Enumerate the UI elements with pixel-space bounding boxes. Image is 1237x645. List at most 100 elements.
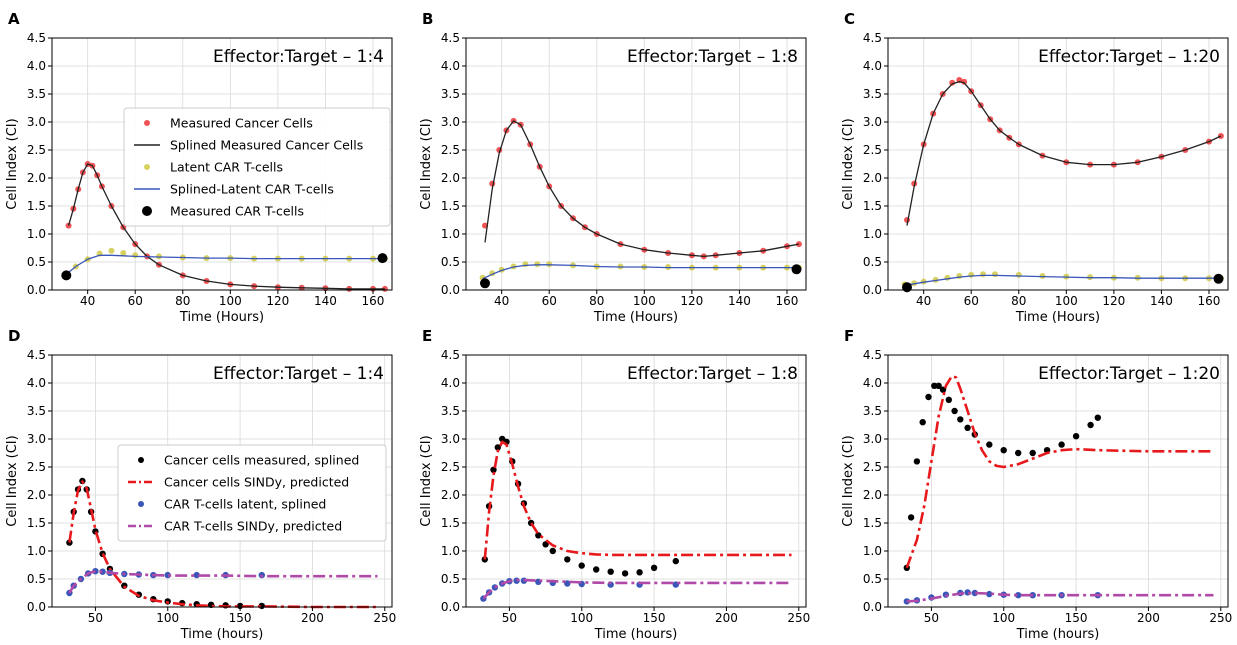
y-tick-label: 3.5: [863, 404, 882, 418]
y-tick-label: 3.5: [863, 87, 882, 101]
x-tick-label: 250: [373, 611, 396, 625]
x-tick-label: 200: [301, 611, 324, 625]
x-tick-label: 60: [964, 294, 979, 308]
y-tick-label: 3.5: [441, 87, 460, 101]
panel-e: E 50 100 150 200 250 0.0 0.5 1.0 1.5 2.0 2.5 3.0 3.5 4…: [419, 327, 810, 642]
legend-marker-handle: [138, 501, 144, 507]
data-point: [992, 271, 998, 278]
x-axis-label: Time (Hours): [593, 310, 678, 325]
y-axis-label: Cell Index (CI): [841, 118, 856, 209]
legend-entry: CAR T-cells SINDy, predicted: [164, 519, 342, 534]
x-tick-label: 100: [633, 294, 656, 308]
y-tick-label: 4.0: [863, 59, 882, 73]
data-point: [621, 570, 629, 577]
data-point: [1213, 273, 1224, 284]
data-point: [961, 78, 968, 85]
y-tick-label: 0.5: [27, 255, 46, 269]
y-tick-label: 4.0: [441, 59, 460, 73]
x-tick-label: 200: [715, 611, 738, 625]
x-tick-label: 100: [570, 611, 593, 625]
data-point: [650, 564, 658, 571]
x-tick-label: 80: [589, 294, 604, 308]
series-cancer-cells-sindy-predicted: [68, 480, 378, 609]
panel-c: C 40 60 80 100 120 140 160 0.0 0.5 1.0 1.5 2.0 2.5 3.0…: [841, 10, 1229, 325]
series-measured-car-t-cells: [480, 264, 802, 289]
data-point: [980, 271, 987, 278]
y-tick-label: 2.0: [441, 488, 460, 502]
series-latent-car-t-cells: [901, 271, 1224, 288]
series-measured-cancer-cells: [482, 117, 802, 260]
x-tick-label: 100: [992, 611, 1015, 625]
y-tick-label: 4.5: [27, 31, 46, 45]
y-axis-label: Cell Index (CI): [5, 118, 20, 209]
data-point: [957, 416, 964, 423]
series-line: [906, 591, 1214, 603]
x-tick-label: 200: [1137, 611, 1160, 625]
y-tick-label: 1.0: [863, 227, 882, 241]
y-tick-label: 0.5: [27, 572, 46, 586]
panel-f: F 50 100 150 200 250 0.0 0.5 1.0 1.5 2.0 2.5 3.0 3.5 4…: [841, 327, 1232, 642]
legend-entry: Splined Measured Cancer Cells: [170, 138, 363, 153]
legend-entry: Cancer cells SINDy, predicted: [164, 475, 349, 490]
y-tick-label: 0.5: [863, 572, 882, 586]
legend: Measured Cancer Cells Splined Measured Ca…: [123, 107, 391, 227]
y-tick-label: 3.0: [27, 115, 46, 129]
x-tick-label: 100: [156, 611, 179, 625]
y-tick-label: 3.0: [441, 432, 460, 446]
data-point: [1015, 271, 1022, 278]
data-point: [564, 580, 571, 587]
axes-frame: [51, 354, 393, 608]
data-point: [1094, 414, 1102, 421]
y-tick-label: 3.5: [27, 87, 46, 101]
data-point: [986, 590, 993, 598]
y-tick-label: 2.5: [27, 460, 46, 474]
panel-title: Effector:Target – 1:8: [627, 47, 798, 67]
data-point: [913, 458, 921, 465]
y-tick-label: 1.0: [441, 227, 460, 241]
x-tick-label: 50: [88, 611, 103, 625]
y-axis-label: Cell Index (CI): [5, 435, 20, 526]
y-tick-label: 0.0: [863, 600, 882, 614]
y-tick-label: 1.0: [863, 544, 882, 558]
panel-b: B 40 60 80 100 120 140 160 0.0 0.5 1.0 1.5 2.0 2.5 3.0…: [419, 10, 807, 325]
y-tick-label: 2.5: [863, 143, 882, 157]
x-tick-label: 140: [728, 294, 751, 308]
y-tick-label: 4.5: [863, 348, 882, 362]
y-tick-label: 3.0: [27, 432, 46, 446]
legend-entry: Latent CAR T-cells: [170, 160, 283, 175]
panel-letter: C: [844, 10, 855, 28]
x-tick-label: 160: [776, 294, 799, 308]
y-tick-label: 2.5: [441, 143, 460, 157]
x-tick-label: 150: [1065, 611, 1088, 625]
y-axis-label: Cell Index (CI): [419, 435, 434, 526]
x-tick-label: 50: [502, 611, 517, 625]
panel-a: A 40 60 80 100 120 140 160 0.0 0.5 1.0 1.5 2.0 2.5 3.0…: [5, 10, 393, 325]
y-tick-label: 2.0: [27, 488, 46, 502]
axes-frame: [465, 354, 807, 608]
series-splined-latent-car-t-cells: [65, 254, 385, 275]
y-tick-label: 3.5: [441, 404, 460, 418]
panel-letter: A: [8, 10, 20, 28]
y-tick-label: 1.5: [863, 516, 882, 530]
data-point: [480, 278, 490, 289]
data-point: [956, 273, 963, 279]
legend-entry: Measured Cancer Cells: [170, 116, 313, 131]
x-tick-label: 120: [266, 294, 289, 308]
x-tick-label: 140: [1150, 294, 1173, 308]
y-tick-label: 2.0: [27, 171, 46, 185]
data-point: [1015, 449, 1022, 457]
x-tick-label: 40: [494, 294, 509, 308]
data-point: [377, 253, 388, 264]
data-point: [1072, 433, 1080, 440]
y-tick-label: 4.0: [27, 376, 46, 390]
panel-letter: D: [8, 327, 20, 345]
series-latent-car-t-cells: [63, 247, 388, 278]
axes-frame: [887, 37, 1229, 291]
legend-box: [117, 444, 387, 542]
data-point: [607, 568, 614, 575]
series-line: [905, 375, 1214, 569]
data-point: [951, 407, 958, 415]
y-tick-label: 1.5: [27, 516, 46, 530]
data-point: [564, 556, 571, 563]
